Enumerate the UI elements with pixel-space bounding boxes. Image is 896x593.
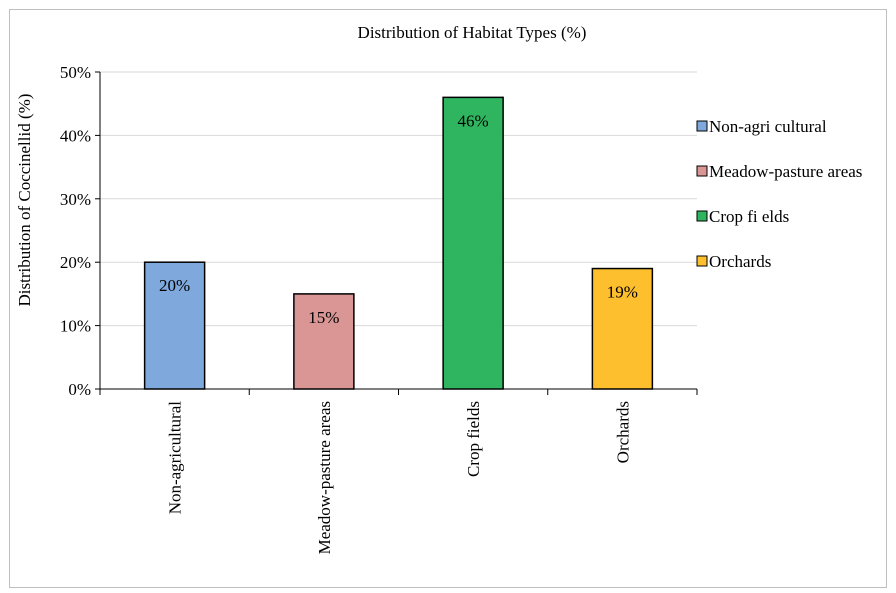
chart-title: Distribution of Habitat Types (%): [358, 23, 587, 42]
data-label: 19%: [607, 283, 638, 302]
bar: [442, 96, 504, 390]
bars: 20% 15% 46% 19%: [143, 96, 654, 390]
data-label: 20%: [159, 276, 190, 295]
data-label: 46%: [458, 111, 489, 130]
y-axis-label: Distribution of Coccinellid (%): [15, 94, 34, 307]
legend-swatch: [696, 255, 708, 267]
axes: 0% 10% 20% 30% 40% 50% Non-agricultural Meadow-…: [60, 63, 698, 554]
x-tick-label: Orchards: [613, 401, 632, 463]
y-tick-label: 50%: [60, 63, 91, 82]
y-tick-label: 10%: [60, 317, 91, 336]
legend-swatch: [696, 165, 708, 177]
y-tick-label: 30%: [60, 190, 91, 209]
legend-label: Meadow-pasture areas: [709, 162, 862, 181]
bar: [591, 267, 654, 390]
legend-swatch: [696, 120, 708, 132]
x-tick-label: Crop fields: [464, 401, 483, 477]
y-tick-label: 40%: [60, 126, 91, 145]
legend-label: Non-agri cultural: [709, 117, 827, 136]
legend-label: Crop fi elds: [709, 207, 789, 226]
legend: Non-agri cultural Meadow-pasture areas Cro…: [696, 117, 862, 271]
y-tick-label: 0%: [68, 380, 91, 399]
bar: [293, 293, 355, 390]
x-tick-label: Non-agricultural: [166, 401, 185, 515]
x-tick-label: Meadow-pasture areas: [315, 401, 334, 554]
legend-swatch: [696, 210, 708, 222]
legend-label: Orchards: [709, 252, 771, 271]
y-tick-label: 20%: [60, 253, 91, 272]
data-label: 15%: [308, 308, 339, 327]
